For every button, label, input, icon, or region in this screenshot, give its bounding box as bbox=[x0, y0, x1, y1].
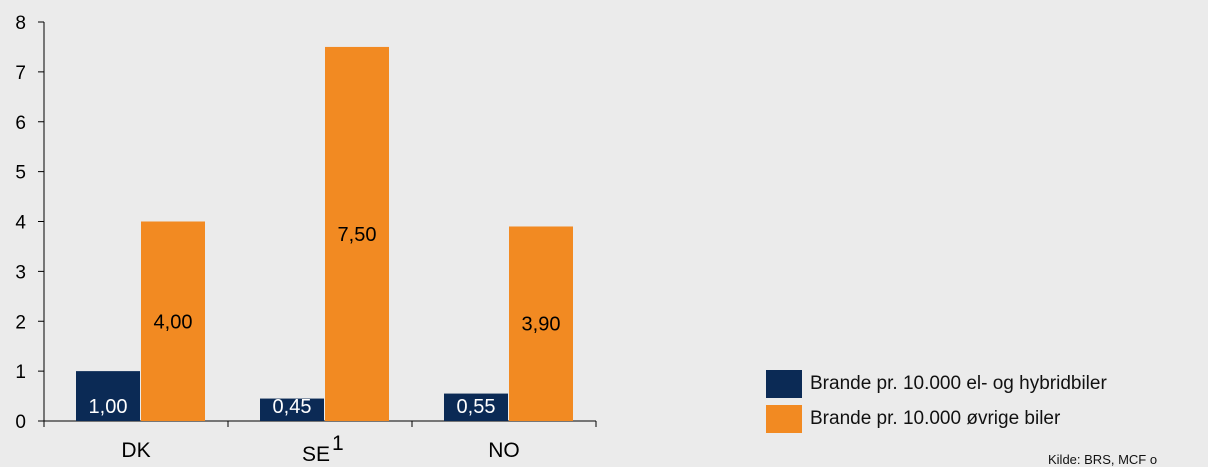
category-label-no: NO bbox=[488, 439, 520, 462]
y-tick-label: 4 bbox=[15, 213, 26, 234]
legend-label-other: Brande pr. 10.000 øvrige biler bbox=[810, 407, 1061, 429]
bar-ev-dk bbox=[76, 371, 140, 421]
legend: Brande pr. 10.000 el- og hybridbiler Bra… bbox=[766, 366, 1107, 436]
legend-item-other: Brande pr. 10.000 øvrige biler bbox=[766, 401, 1107, 436]
data-label: 0,55 bbox=[457, 396, 496, 418]
bar-ev-se bbox=[260, 398, 324, 421]
data-label: 7,50 bbox=[338, 224, 377, 246]
bar-ev-no bbox=[444, 393, 508, 421]
y-tick-label: 0 bbox=[15, 412, 26, 433]
y-tick-label: 6 bbox=[15, 113, 26, 134]
y-tick-label: 3 bbox=[15, 262, 26, 283]
y-tick-label: 8 bbox=[15, 13, 26, 34]
legend-item-ev: Brande pr. 10.000 el- og hybridbiler bbox=[766, 366, 1107, 401]
bar-other-no bbox=[509, 226, 573, 421]
data-label: 0,45 bbox=[273, 396, 312, 418]
y-tick-label: 5 bbox=[15, 163, 26, 184]
data-label: 1,00 bbox=[89, 396, 128, 418]
bar-other-dk bbox=[141, 221, 205, 421]
legend-swatch-ev bbox=[766, 369, 802, 398]
legend-swatch-other bbox=[766, 404, 802, 433]
category-superscript: 1 bbox=[332, 432, 344, 455]
category-label-se: SE bbox=[302, 443, 330, 466]
y-tick-label: 2 bbox=[15, 312, 26, 333]
data-label: 3,90 bbox=[522, 314, 561, 336]
y-tick-label: 7 bbox=[15, 63, 26, 84]
category-label-dk: DK bbox=[121, 439, 150, 462]
data-label: 4,00 bbox=[154, 311, 193, 333]
bar-other-se bbox=[325, 46, 389, 421]
source-note: Kilde: BRS, MCF o bbox=[1048, 452, 1158, 467]
y-tick-label: 1 bbox=[15, 362, 26, 383]
legend-label-ev: Brande pr. 10.000 el- og hybridbiler bbox=[810, 372, 1107, 394]
